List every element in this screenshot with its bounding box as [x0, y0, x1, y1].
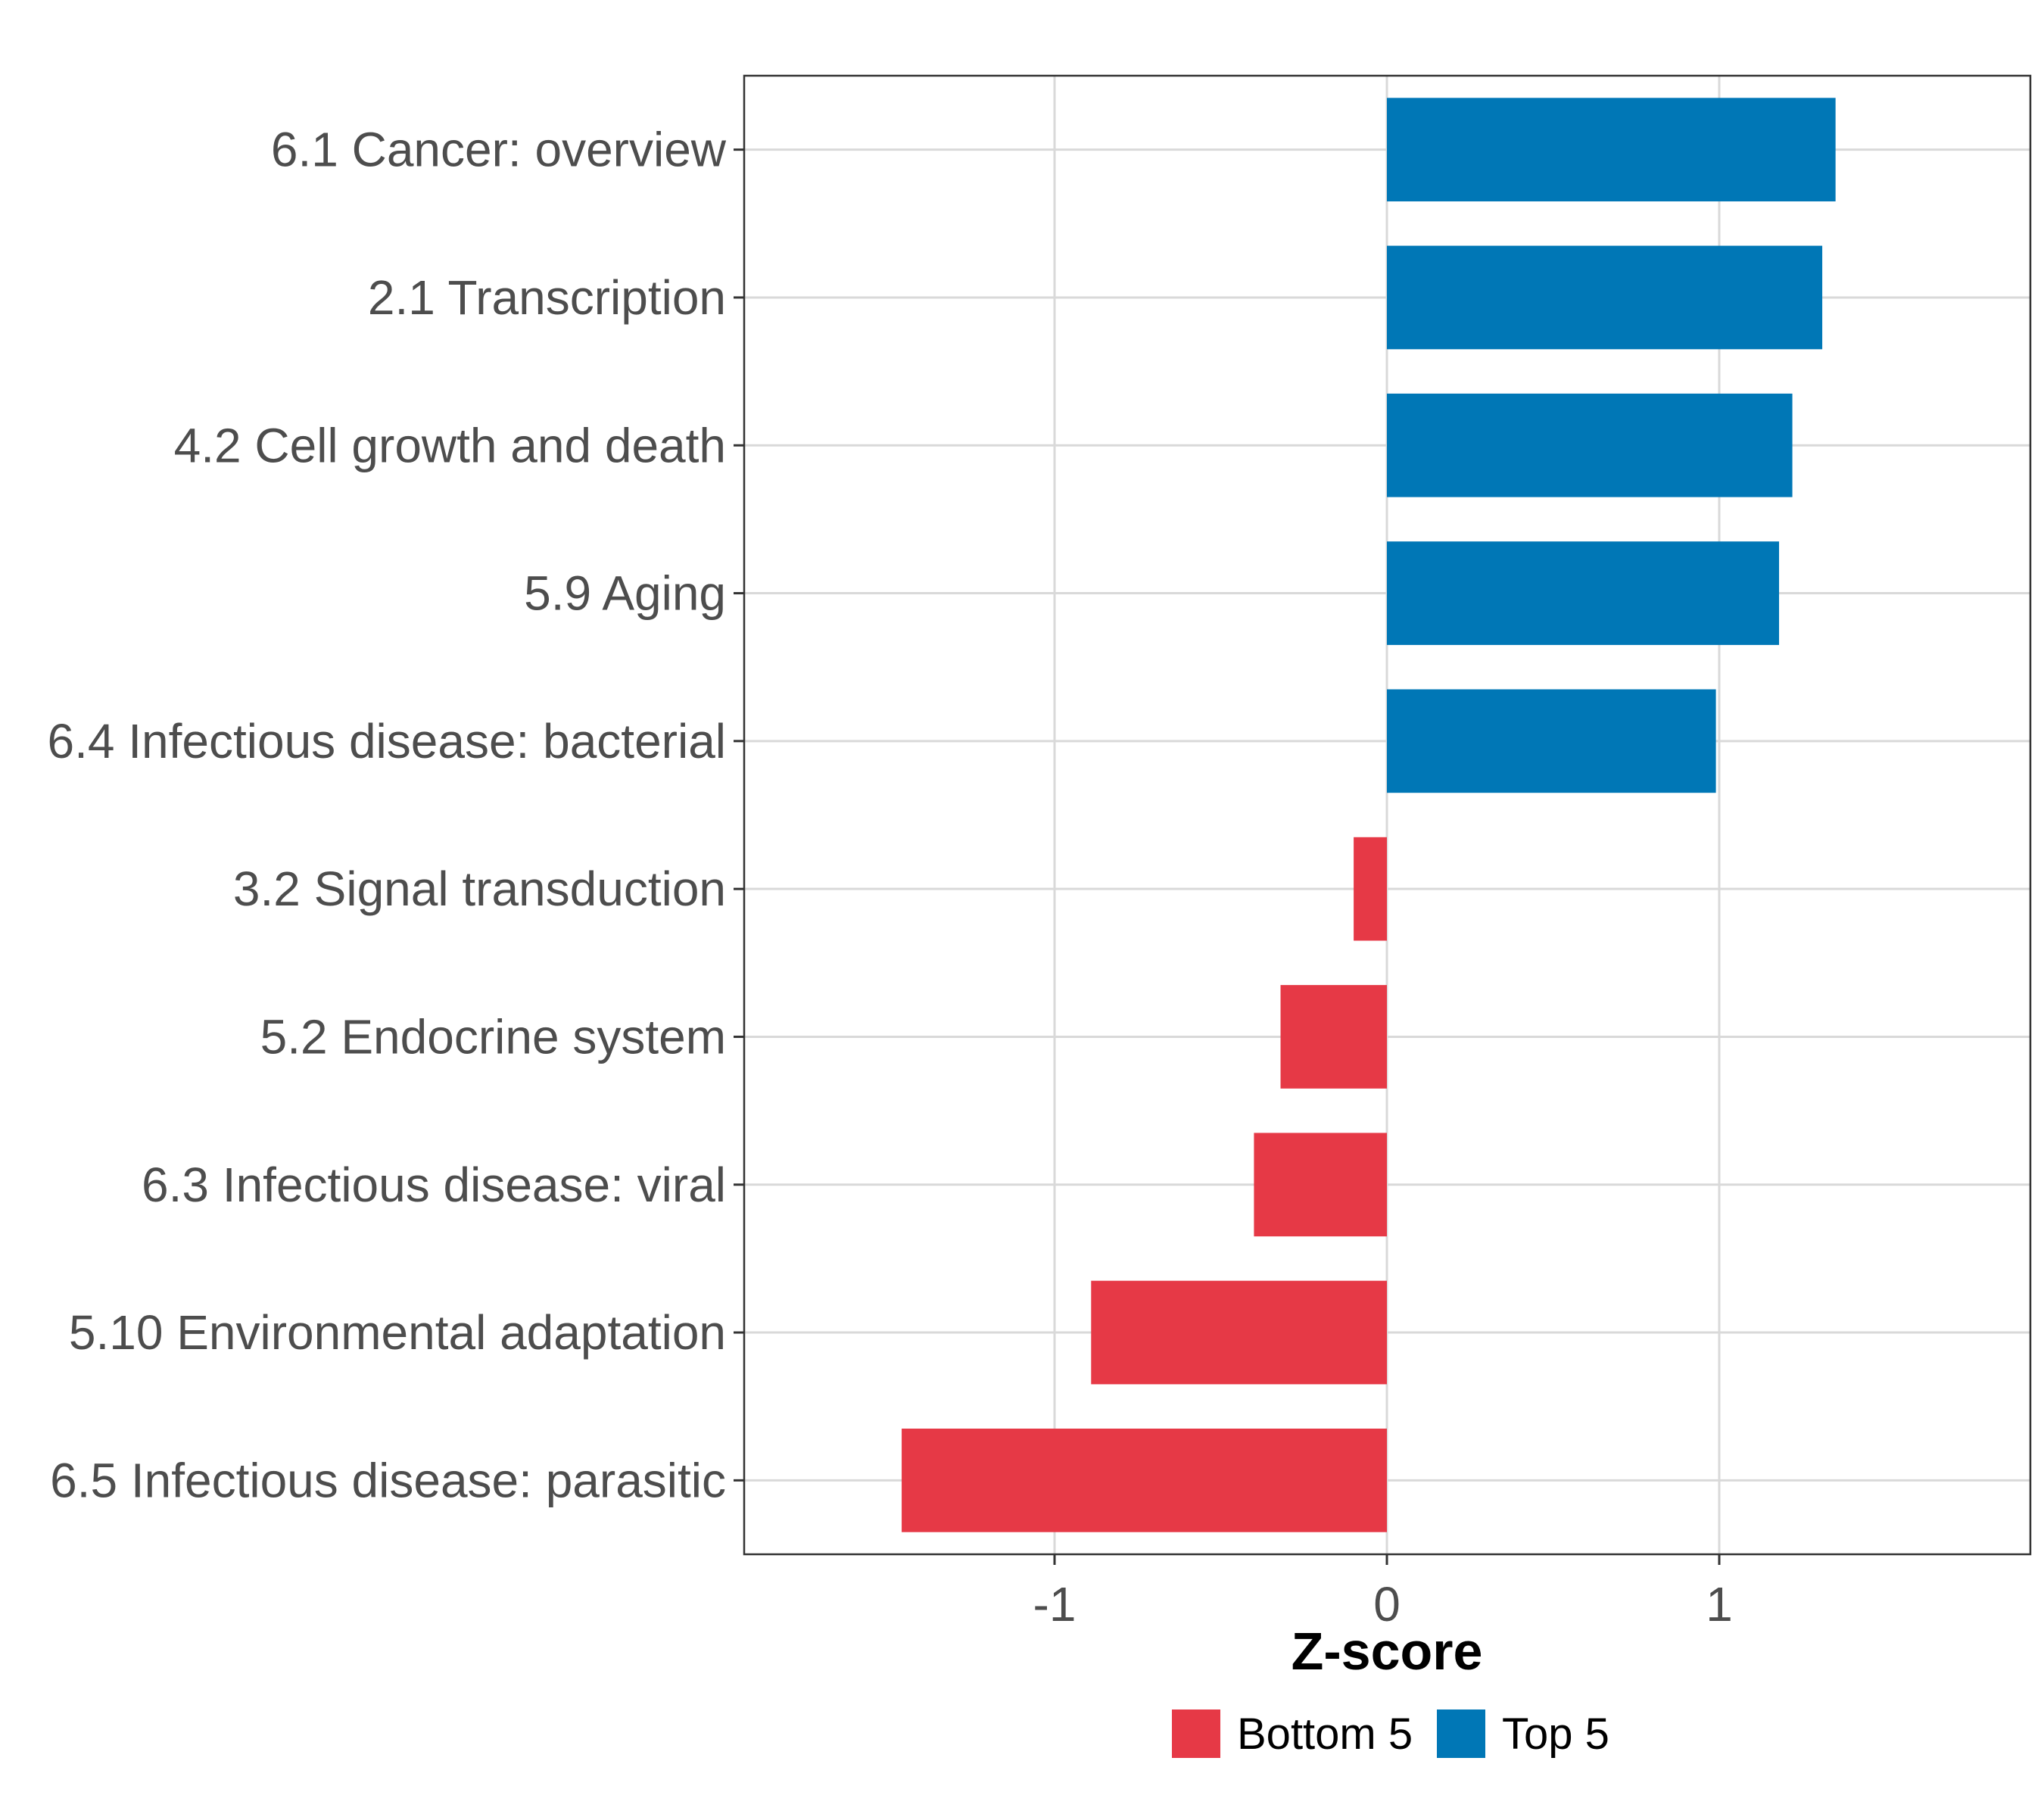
y-tick-label: 3.2 Signal transduction	[233, 862, 726, 916]
legend-key	[1437, 1709, 1485, 1758]
y-tick-label: 5.9 Aging	[524, 566, 726, 621]
bar	[902, 1428, 1387, 1532]
y-tick-label: 6.1 Cancer: overview	[271, 123, 727, 177]
bar	[1387, 98, 1836, 202]
y-tick-label: 2.1 Transcription	[368, 270, 726, 325]
bar-layer	[902, 98, 1836, 1532]
y-tick-label: 4.2 Cell growth and death	[174, 418, 726, 472]
x-tick-label: -1	[1033, 1577, 1077, 1632]
y-tick-label: 5.10 Environmental adaptation	[69, 1305, 726, 1360]
legend-label: Top 5	[1502, 1709, 1609, 1759]
y-tick-label: 6.5 Infectious disease: parasitic	[50, 1453, 726, 1507]
bar	[1254, 1133, 1387, 1237]
x-tick-label: 0	[1373, 1577, 1401, 1632]
bar	[1387, 541, 1780, 645]
legend-label: Bottom 5	[1237, 1709, 1413, 1759]
x-tick-label: 1	[1706, 1577, 1733, 1632]
y-axis: 6.1 Cancer: overview 2.1 Transcription 4.2…	[47, 123, 744, 1507]
legend: Bottom 5 Top 5	[1172, 1709, 1609, 1759]
y-tick-label: 6.4 Infectious disease: bacterial	[47, 714, 726, 768]
bar	[1387, 689, 1716, 793]
bar	[1354, 837, 1387, 941]
legend-key	[1172, 1709, 1220, 1758]
bar	[1280, 985, 1387, 1089]
x-axis: -1 0 1	[1033, 1554, 1733, 1632]
y-tick-label: 6.3 Infectious disease: viral	[142, 1158, 726, 1212]
bar	[1091, 1280, 1387, 1385]
y-tick-label: 5.2 Endocrine system	[260, 1009, 726, 1064]
x-axis-title: Z-score	[1292, 1622, 1483, 1681]
bar	[1387, 245, 1823, 350]
bar	[1387, 393, 1793, 497]
